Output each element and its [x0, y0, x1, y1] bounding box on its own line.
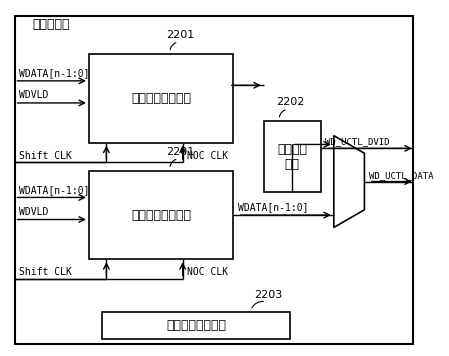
Bar — [102, 312, 290, 339]
Text: 2201: 2201 — [167, 30, 195, 40]
Text: WDATA[n-1:0]: WDATA[n-1:0] — [19, 185, 89, 195]
Text: NOC CLK: NOC CLK — [187, 267, 228, 277]
Text: 端口控制逻辑电路: 端口控制逻辑电路 — [166, 319, 226, 332]
Bar — [89, 171, 233, 259]
Text: NOC CLK: NOC CLK — [187, 151, 228, 161]
Text: 异步存储逻辑电路: 异步存储逻辑电路 — [131, 209, 191, 221]
Text: WDATA[n-1:0]: WDATA[n-1:0] — [19, 68, 89, 78]
Text: WD_UCTL_DATA: WD_UCTL_DATA — [369, 171, 433, 180]
Text: 2201: 2201 — [167, 147, 195, 157]
Text: WDVLD: WDVLD — [19, 90, 48, 100]
Text: WDVLD: WDVLD — [19, 207, 48, 217]
Text: 2203: 2203 — [254, 290, 282, 300]
Text: WD_UCTL_DVID: WD_UCTL_DVID — [325, 137, 390, 146]
Bar — [264, 121, 321, 192]
Text: 选择逻辑
电路: 选择逻辑 电路 — [277, 143, 307, 171]
Text: 2202: 2202 — [276, 97, 304, 108]
Polygon shape — [334, 136, 365, 227]
Text: WDATA[n-1:0]: WDATA[n-1:0] — [238, 202, 308, 212]
Text: Shift CLK: Shift CLK — [19, 151, 72, 161]
Text: Shift CLK: Shift CLK — [19, 267, 72, 277]
Bar — [89, 54, 233, 143]
Text: 异步存储逻辑电路: 异步存储逻辑电路 — [131, 92, 191, 105]
Text: 写数据模块: 写数据模块 — [32, 18, 70, 31]
